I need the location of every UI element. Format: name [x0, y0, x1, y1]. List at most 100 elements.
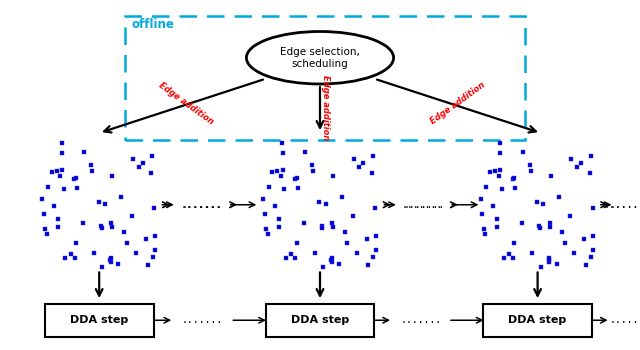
- Point: [291, 256, 301, 261]
- Point: [326, 259, 337, 265]
- Point: [97, 225, 107, 231]
- Point: [292, 175, 302, 181]
- Point: [504, 251, 514, 257]
- Point: [495, 168, 505, 173]
- Text: .......: .......: [609, 200, 640, 210]
- Point: [516, 220, 527, 225]
- Point: [321, 201, 331, 206]
- Point: [339, 230, 349, 235]
- Point: [545, 220, 555, 226]
- Point: [143, 262, 153, 267]
- Point: [116, 194, 126, 200]
- Point: [545, 224, 556, 230]
- Point: [86, 162, 96, 168]
- Point: [524, 162, 534, 168]
- FancyBboxPatch shape: [266, 303, 374, 337]
- Point: [87, 168, 97, 173]
- Text: Edge addition: Edge addition: [429, 80, 486, 126]
- Point: [554, 194, 564, 200]
- Point: [586, 153, 596, 159]
- Point: [579, 236, 589, 242]
- Point: [342, 240, 353, 246]
- Point: [71, 175, 81, 181]
- Text: DDA step: DDA step: [291, 315, 349, 325]
- Point: [147, 153, 157, 159]
- Point: [490, 168, 500, 173]
- Point: [479, 226, 489, 231]
- Point: [53, 224, 63, 230]
- Text: .......: .......: [401, 315, 442, 325]
- Point: [544, 259, 554, 265]
- Point: [274, 224, 284, 230]
- Text: offline: offline: [131, 18, 174, 31]
- Point: [56, 141, 67, 146]
- Point: [128, 156, 138, 162]
- Point: [328, 173, 339, 179]
- Point: [89, 250, 99, 256]
- Point: [60, 256, 70, 261]
- Text: DDA step: DDA step: [508, 315, 567, 325]
- Point: [146, 170, 156, 175]
- Point: [327, 220, 337, 226]
- Point: [495, 141, 505, 146]
- Point: [122, 240, 132, 246]
- Point: [569, 250, 579, 255]
- Point: [106, 259, 116, 265]
- Point: [274, 216, 284, 222]
- Text: Edge addition: Edge addition: [321, 75, 330, 140]
- Point: [260, 211, 270, 217]
- Point: [493, 173, 504, 178]
- Text: DDA step: DDA step: [70, 315, 129, 325]
- Text: .......: .......: [404, 200, 445, 210]
- Point: [79, 149, 90, 154]
- Point: [348, 213, 358, 219]
- Point: [543, 257, 554, 262]
- Text: .......: .......: [182, 315, 223, 325]
- Point: [355, 164, 365, 169]
- Point: [277, 141, 287, 146]
- Point: [47, 169, 57, 175]
- Text: Edge addition: Edge addition: [157, 80, 214, 126]
- Point: [270, 203, 280, 208]
- Point: [581, 262, 591, 267]
- Point: [364, 262, 374, 267]
- Point: [57, 150, 67, 156]
- Point: [70, 256, 80, 261]
- Point: [262, 231, 273, 236]
- FancyBboxPatch shape: [45, 303, 154, 337]
- Point: [108, 173, 118, 179]
- Text: .......: .......: [609, 315, 640, 325]
- Point: [367, 170, 377, 175]
- Point: [497, 187, 507, 192]
- Point: [292, 185, 303, 190]
- Point: [488, 203, 498, 208]
- Point: [78, 220, 88, 225]
- Point: [476, 197, 486, 202]
- Point: [65, 251, 76, 257]
- Point: [499, 256, 509, 261]
- Point: [588, 205, 598, 211]
- Point: [525, 168, 536, 173]
- Point: [527, 250, 538, 256]
- Point: [290, 176, 300, 182]
- Point: [328, 224, 338, 230]
- Point: [307, 162, 317, 168]
- Point: [492, 216, 502, 222]
- Point: [334, 261, 344, 267]
- Point: [362, 236, 372, 242]
- Point: [131, 250, 141, 255]
- Point: [138, 161, 148, 166]
- Ellipse shape: [246, 32, 394, 84]
- Point: [69, 176, 79, 182]
- Point: [318, 264, 328, 270]
- Point: [96, 223, 106, 229]
- Point: [557, 230, 567, 235]
- Point: [127, 213, 137, 219]
- Point: [97, 264, 108, 270]
- Point: [337, 194, 347, 200]
- Point: [106, 255, 116, 261]
- Point: [536, 264, 546, 270]
- Point: [310, 250, 320, 256]
- Point: [588, 247, 598, 253]
- Point: [53, 216, 63, 222]
